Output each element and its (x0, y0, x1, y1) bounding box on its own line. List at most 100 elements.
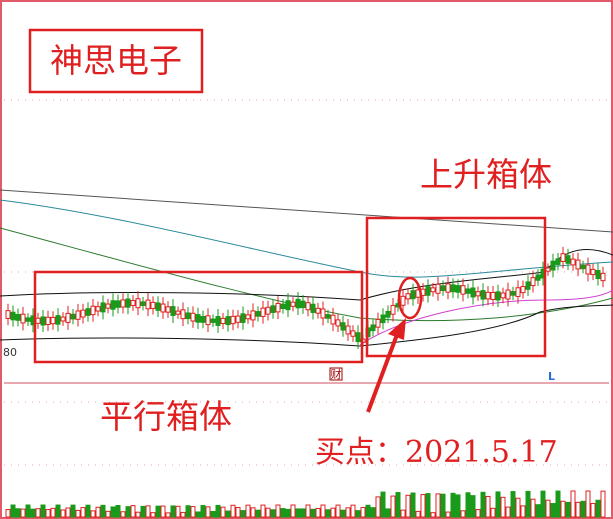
candle-body (435, 283, 441, 294)
volume-bar (395, 492, 401, 518)
volume-bar (185, 505, 191, 518)
volume-bar (100, 504, 106, 518)
candle-body (50, 316, 56, 325)
volume-bar (290, 504, 296, 518)
volume-bar (170, 505, 176, 518)
candle-body (375, 318, 381, 328)
candle-body (160, 303, 166, 313)
ma-green (0, 227, 613, 322)
candle-body (270, 305, 276, 313)
candle-body (400, 295, 406, 306)
volume-bar (385, 508, 391, 518)
stock-name: 神思电子 (50, 41, 182, 80)
volume-bar (405, 494, 411, 518)
rising-box-label: 上升箱体 (420, 155, 552, 194)
volume-bar (365, 504, 371, 518)
volume-bar (200, 505, 206, 518)
candle-body (330, 314, 336, 325)
candle-body (280, 303, 286, 310)
candle-body (15, 313, 21, 321)
arrow-shaft (366, 331, 400, 413)
volume-bar (515, 497, 521, 518)
candle-body (320, 308, 326, 319)
candle-body (285, 300, 291, 311)
volume-bar (235, 506, 241, 518)
volume-bar (5, 509, 11, 518)
candle-body (150, 301, 156, 309)
candle-body (355, 332, 361, 343)
volume-bar (465, 492, 471, 518)
volume-bar (410, 492, 416, 518)
candle-body (215, 316, 221, 326)
volume-bar (565, 501, 571, 518)
candle-body (345, 325, 351, 335)
volume-bar (285, 508, 291, 518)
candle-body (90, 305, 96, 316)
candle-body (370, 324, 376, 332)
candle-body (225, 316, 231, 326)
candle-body (230, 315, 236, 325)
candle-body (165, 306, 171, 313)
candle-body (485, 291, 491, 300)
candle-body (560, 253, 566, 262)
flat-box (33, 270, 364, 364)
candle-body (290, 301, 296, 307)
candle-body (205, 315, 211, 326)
volume-bar (95, 506, 101, 518)
volume-bar (535, 504, 541, 518)
volume-bar (510, 491, 516, 518)
volume-bar (80, 507, 86, 518)
volume-bar (110, 506, 116, 518)
volume-bar (335, 504, 341, 518)
volume-bar (435, 493, 441, 518)
rising-box (365, 216, 547, 358)
volume-bar (245, 504, 251, 518)
candle-body (335, 319, 341, 327)
volume-bar (460, 510, 466, 518)
candle-body (195, 314, 201, 323)
volume-bar (45, 509, 51, 518)
volume-bar (525, 490, 531, 518)
candle-body (545, 267, 551, 272)
volume-bar (585, 490, 591, 518)
volume-bar (530, 498, 536, 518)
candle-body (45, 316, 51, 326)
candle-body (300, 300, 306, 309)
candle-body (325, 314, 331, 319)
candle-body (570, 258, 576, 266)
volume-bar (310, 508, 316, 518)
channel-lower (0, 304, 613, 347)
volume-bar (550, 503, 556, 518)
volume-bar (210, 511, 216, 518)
volume-bar (260, 504, 266, 518)
volume-bar (470, 495, 476, 518)
candle-body (95, 306, 101, 312)
candle-body (340, 322, 346, 331)
candle-body (390, 304, 396, 315)
volume-bar (540, 490, 546, 518)
candle-body (465, 288, 471, 294)
candle-body (515, 287, 521, 297)
candle-body (250, 310, 256, 321)
volume-bar (300, 508, 306, 518)
candle-body (445, 283, 451, 293)
dotted-grid (4, 99, 609, 466)
candle-body (25, 317, 31, 322)
volume-bar (15, 508, 21, 518)
volume-bar (520, 505, 526, 518)
candle-body (10, 311, 16, 321)
volume-bar (475, 509, 481, 518)
candle-body (505, 289, 511, 300)
volume-bar (590, 502, 596, 518)
volume-bar (230, 504, 236, 518)
candle-body (145, 299, 151, 310)
candle-body (125, 298, 131, 308)
volume-bar (400, 509, 406, 518)
volume-bar (455, 494, 461, 518)
title-box (28, 28, 204, 94)
volume-bar (380, 491, 386, 518)
volume-bar (125, 506, 131, 518)
volume-bar (270, 509, 276, 518)
volume-bar (35, 508, 41, 518)
volume-bar (355, 510, 361, 518)
